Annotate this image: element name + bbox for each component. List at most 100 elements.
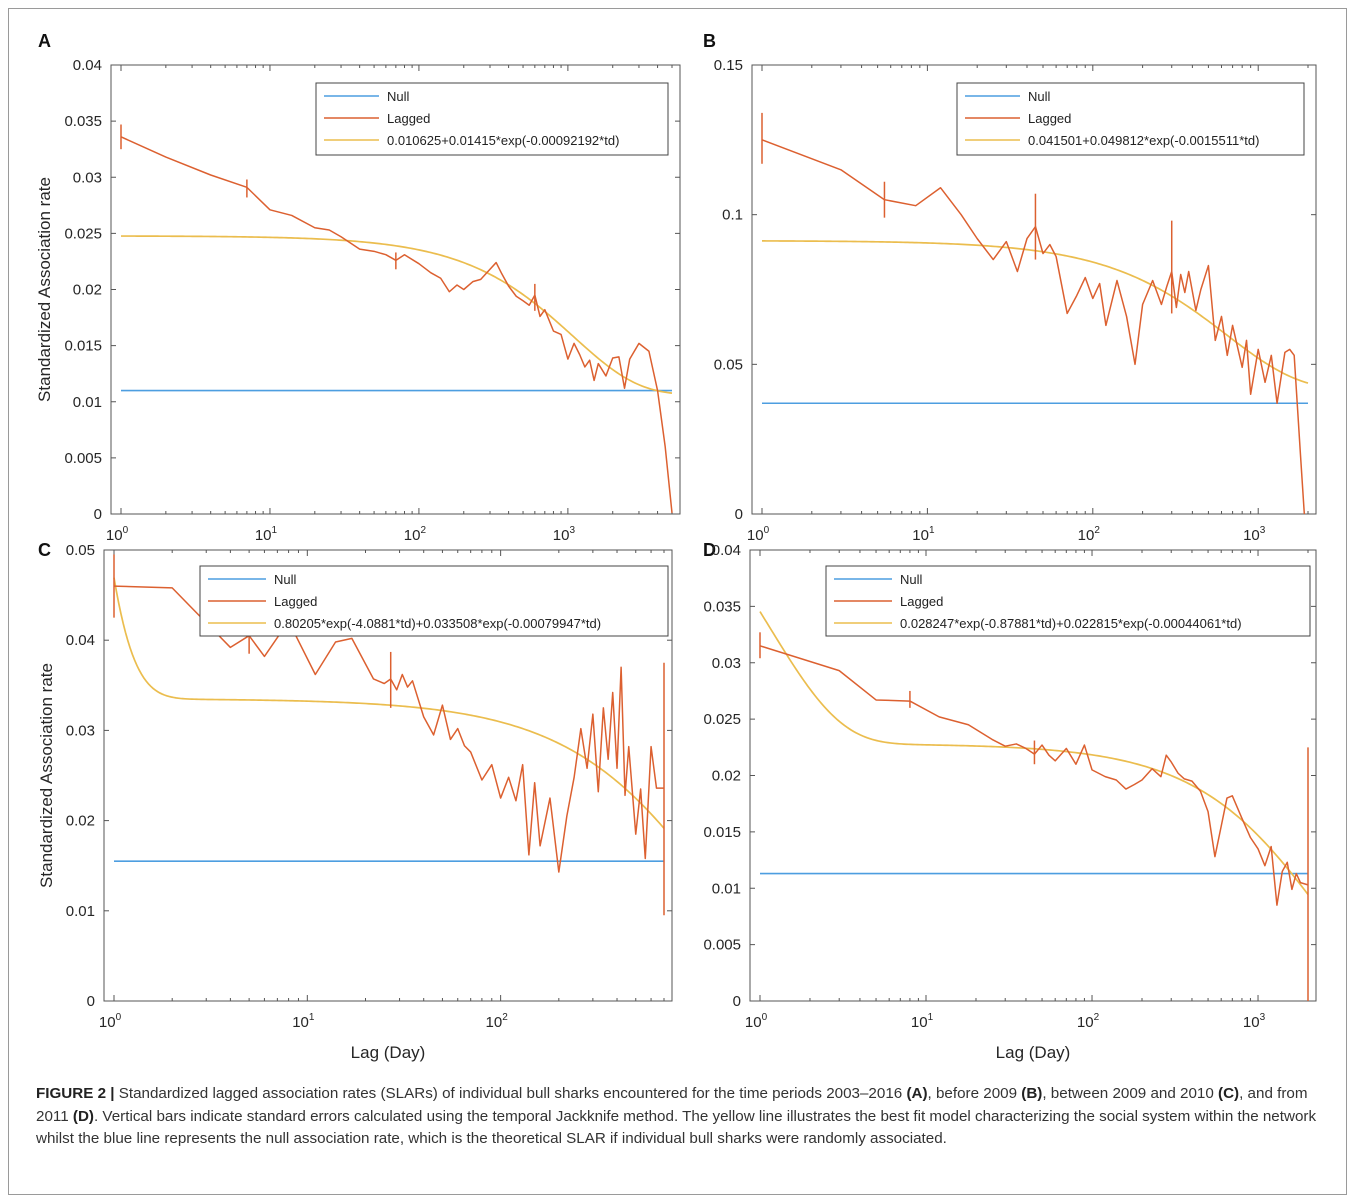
y-tick-label: 0.025	[703, 711, 741, 728]
caption-segment: Standardized lagged association rates (S…	[114, 1085, 907, 1102]
panel-letter: D	[703, 540, 716, 560]
y-tick-label: 0.025	[64, 225, 102, 242]
figure-frame	[8, 8, 1347, 1195]
x-axis-label: Lag (Day)	[351, 1043, 426, 1062]
x-tick-exponent: 1	[309, 1012, 315, 1023]
y-tick-label: 0.15	[714, 57, 743, 74]
legend-lagged-label: Lagged	[1028, 111, 1071, 126]
x-tick-exponent: 0	[123, 525, 129, 536]
legend-lagged-label: Lagged	[274, 594, 317, 609]
caption-segment: (C)	[1218, 1085, 1240, 1102]
y-tick-label: 0.015	[64, 338, 102, 355]
legend-fit-label: 0.80205*exp(-4.0881*td)+0.033508*exp(-0.…	[274, 616, 601, 631]
x-tick-exponent: 0	[764, 525, 770, 536]
legend-null-label: Null	[900, 572, 923, 587]
y-axis-label: Standardized Association rate	[35, 177, 54, 402]
fit-curve	[761, 240, 1309, 384]
legend-fit-label: 0.041501+0.049812*exp(-0.0015511*td)	[1028, 133, 1259, 148]
legend-null-label: Null	[274, 572, 297, 587]
y-tick-label: 0	[733, 993, 741, 1010]
x-tick-exponent: 3	[1260, 525, 1266, 536]
legend-box	[315, 82, 669, 156]
x-tick-label: 101	[911, 1012, 934, 1031]
caption-segment: (A)	[906, 1085, 928, 1102]
y-tick-label: 0.05	[66, 542, 95, 559]
chart-panel-a: A00.0050.010.0150.020.0250.030.0350.0410…	[35, 31, 681, 544]
x-tick-label: 102	[1078, 525, 1101, 544]
x-tick-label: 100	[99, 1012, 122, 1031]
y-tick-label: 0.03	[712, 655, 741, 672]
y-tick-label: 0.005	[703, 937, 741, 954]
x-tick-label: 103	[1243, 525, 1266, 544]
y-tick-label: 0.015	[703, 824, 741, 841]
x-tick-exponent: 2	[1094, 525, 1100, 536]
y-tick-label: 0.01	[73, 394, 102, 411]
caption-segment: (D)	[72, 1107, 94, 1125]
y-tick-label: 0.02	[66, 813, 95, 830]
legend-null-label: Null	[1028, 89, 1051, 104]
legend: Null Lagged 0.041501+0.049812*exp(-0.00155…	[956, 82, 1305, 156]
panel-letter: C	[38, 540, 51, 560]
x-axis-label: Lag (Day)	[996, 1043, 1071, 1062]
lagged-line	[759, 645, 1309, 906]
y-tick-label: 0.04	[66, 632, 95, 649]
legend-lagged-label: Lagged	[387, 111, 430, 126]
legend-null-label: Null	[387, 89, 410, 104]
caption-segment: , and from 2011	[36, 1085, 1308, 1125]
x-tick-exponent: 3	[1260, 1012, 1266, 1023]
y-tick-label: 0.02	[73, 282, 102, 299]
y-tick-label: 0	[735, 506, 743, 523]
axes-box	[751, 64, 1317, 515]
axes-box	[103, 549, 673, 1002]
y-tick-label: 0.035	[64, 113, 102, 130]
x-tick-exponent: 2	[1094, 1012, 1100, 1023]
y-tick-label: 0.05	[714, 356, 743, 373]
y-tick-label: 0.035	[703, 598, 741, 615]
y-tick-label: 0	[94, 506, 102, 523]
y-tick-label: 0.03	[73, 169, 102, 186]
y-tick-label: 0.04	[712, 542, 741, 559]
lagged-line	[120, 136, 673, 513]
x-tick-label: 102	[486, 1012, 509, 1031]
x-tick-label: 103	[553, 525, 576, 544]
panel-letter: A	[38, 31, 51, 51]
legend-box	[956, 82, 1305, 156]
x-tick-label: 100	[106, 525, 129, 544]
x-tick-exponent: 2	[502, 1012, 508, 1023]
x-tick-label: 100	[747, 525, 770, 544]
y-tick-label: 0.02	[712, 768, 741, 785]
y-tick-label: 0.04	[73, 57, 102, 74]
x-tick-exponent: 1	[928, 1012, 934, 1023]
legend-fit-label: 0.010625+0.01415*exp(-0.00092192*td)	[387, 133, 619, 148]
lagged-line	[113, 585, 664, 873]
legend: Null Lagged 0.010625+0.01415*exp(-0.000921…	[315, 82, 669, 156]
caption-segment: (B)	[1021, 1085, 1043, 1102]
x-tick-exponent: 1	[272, 525, 278, 536]
x-tick-exponent: 1	[929, 525, 935, 536]
figure-caption: FIGURE 2 | Standardized lagged associati…	[36, 1083, 1326, 1151]
y-tick-label: 0.03	[66, 722, 95, 739]
x-tick-exponent: 0	[116, 1012, 122, 1023]
legend-lagged-label: Lagged	[900, 594, 943, 609]
fit-curve	[113, 577, 665, 829]
y-axis-label: Standardized Association rate	[37, 663, 56, 888]
caption-segment: , between 2009 and 2010	[1042, 1085, 1219, 1102]
x-tick-exponent: 2	[420, 525, 426, 536]
x-tick-exponent: 0	[762, 1012, 768, 1023]
x-tick-exponent: 3	[569, 525, 575, 536]
lagged-line	[761, 139, 1306, 515]
x-tick-label: 101	[292, 1012, 315, 1031]
caption-segment: . Vertical bars indicate standard errors…	[36, 1107, 1317, 1148]
y-tick-label: 0.1	[722, 207, 743, 224]
caption-lead: FIGURE 2 |	[36, 1085, 115, 1102]
x-tick-label: 101	[912, 525, 935, 544]
panel-letter: B	[703, 31, 716, 51]
caption-segment: , before 2009	[927, 1085, 1022, 1102]
x-tick-label: 103	[1243, 1012, 1266, 1031]
y-tick-label: 0.005	[64, 450, 102, 467]
chart-panel-d: D00.0050.010.0150.020.0250.030.0350.0410…	[703, 540, 1317, 1062]
legend-fit-label: 0.028247*exp(-0.87881*td)+0.022815*exp(-…	[900, 616, 1242, 631]
legend-box	[825, 565, 1311, 637]
